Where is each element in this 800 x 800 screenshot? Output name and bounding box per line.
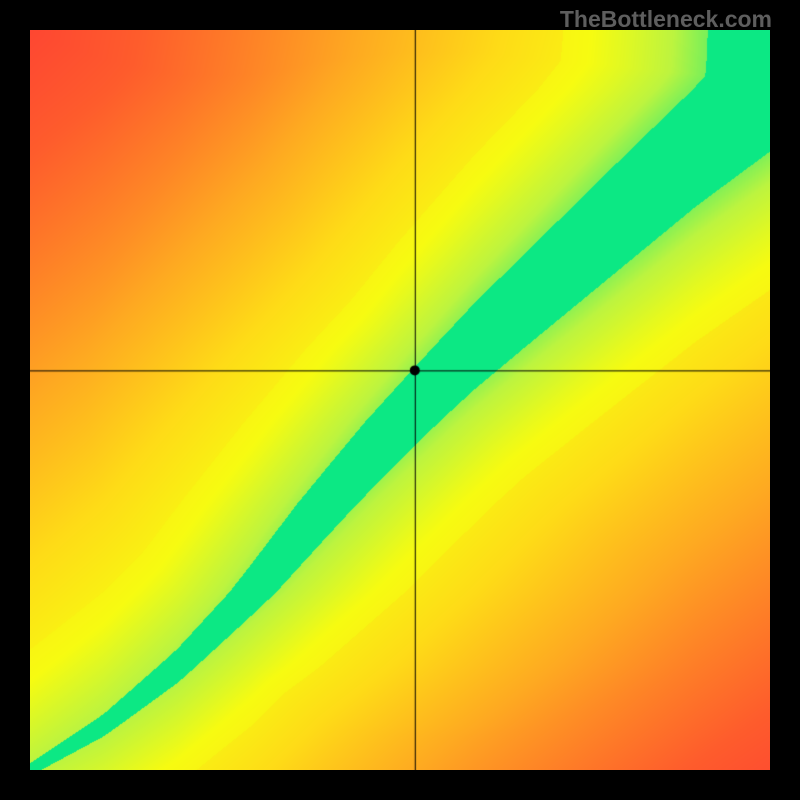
heatmap-canvas [30, 30, 770, 770]
watermark: TheBottleneck.com [560, 6, 772, 33]
bottleneck-heatmap [30, 30, 770, 770]
